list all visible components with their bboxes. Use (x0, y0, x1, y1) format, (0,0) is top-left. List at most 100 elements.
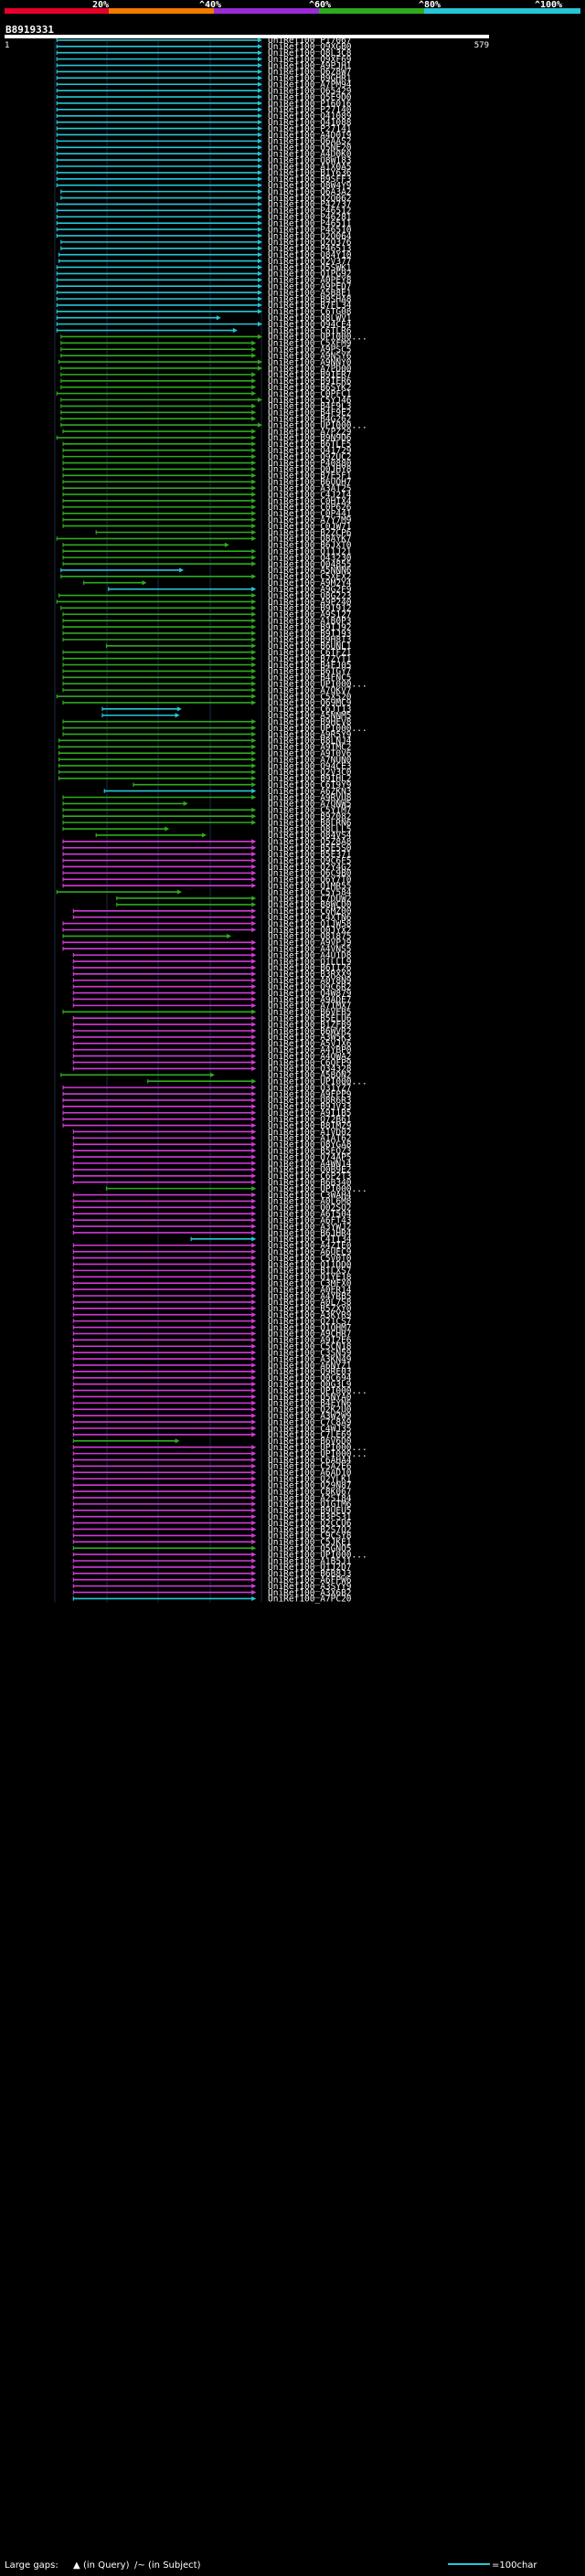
hit-label[interactable]: UniRef100_A1B0P3 (268, 616, 352, 626)
hit-label[interactable]: UniRef100_Q43230 (268, 553, 352, 563)
hit-label[interactable]: UniRef100_A2SI84 (268, 1493, 352, 1503)
hit-label[interactable]: UniRef100_B9UEU5 (268, 1506, 352, 1516)
hit-label[interactable]: UniRef100_UPI000... (268, 1443, 367, 1453)
hit-label[interactable]: UniRef100_A1AT62 (268, 1134, 352, 1144)
hit-label[interactable]: UniRef100_B9N9D6 (268, 433, 352, 443)
hit-label[interactable]: UniRef100_A5BQN2 (268, 1071, 352, 1081)
hit-label[interactable]: UniRef100_A9TMC2 (268, 743, 352, 753)
hit-label[interactable]: UniRef100_B6UNL1 (268, 641, 352, 652)
hit-label[interactable]: UniRef100_P16016 (268, 99, 352, 109)
hit-label[interactable]: UniRef100_C6QFP9 (268, 1058, 352, 1068)
hit-label[interactable]: UniRef100_B1LXS7 (268, 1267, 352, 1277)
hit-label[interactable]: UniRef100_Q5GNQ5 (268, 1544, 352, 1554)
hit-label[interactable]: UniRef100_B6V6D0 (268, 1436, 352, 1447)
hit-label[interactable]: UniRef100_C4XTN6 (268, 913, 352, 923)
hit-label[interactable]: UniRef100_B7ZYT1 (268, 654, 352, 664)
hit-label[interactable]: UniRef100_B6B340 (268, 1178, 352, 1188)
hit-label[interactable]: UniRef100_A4D0K0 (268, 149, 352, 159)
hit-label[interactable]: UniRef100_C4TI34 (268, 1235, 352, 1245)
hit-label[interactable]: UniRef100_Q4W879 (268, 989, 352, 999)
hit-label[interactable]: UniRef100_Q9XGB0 (268, 42, 352, 52)
hit-label[interactable]: UniRef100_Q41088 (268, 118, 352, 128)
hit-label[interactable]: UniRef100_B5ELU6 (268, 1013, 352, 1023)
hit-label[interactable]: UniRef100_C3SN59 (268, 1348, 352, 1358)
hit-label[interactable]: UniRef100_Q2K2U0 (268, 1405, 352, 1415)
hit-label[interactable]: UniRef100_A3KN49 (268, 1354, 352, 1364)
hit-label[interactable]: UniRef100_C6AHA4 (268, 1456, 352, 1466)
hit-label[interactable]: UniRef100_A6AD10 (268, 1468, 352, 1479)
hit-label[interactable]: UniRef100_B5ZXY0 (268, 1304, 352, 1314)
hit-label[interactable]: UniRef100_B6II26 (268, 963, 352, 973)
hit-label[interactable]: UniRef100_UPI000... (268, 680, 367, 690)
hit-label[interactable]: UniRef100_Q41089 (268, 111, 352, 122)
hit-label[interactable]: UniRef100_B8LNJ4 (268, 737, 352, 747)
hit-label[interactable]: UniRef100_Q1YE18 (268, 1273, 352, 1283)
hit-label[interactable]: UniRef100_B3RXX9 (268, 970, 352, 980)
hit-label[interactable]: UniRef100_P46512 (268, 207, 352, 217)
hit-label[interactable]: UniRef100_A4U1D8 (268, 950, 352, 960)
hit-label[interactable]: UniRef100_A5NNM5 (268, 711, 352, 721)
hit-label[interactable]: UniRef100_C3MFX0 (268, 1278, 352, 1288)
hit-label[interactable]: UniRef100_Q69MC9 (268, 698, 352, 708)
hit-label[interactable]: UniRef100_Q84VS4 (268, 831, 352, 841)
hit-label[interactable]: UniRef100_A9S127 (268, 610, 352, 620)
hit-label[interactable]: UniRef100_A9PJH1 (268, 61, 352, 71)
hit-label[interactable]: UniRef100_C5XEX2 (268, 572, 352, 582)
hit-label[interactable]: UniRef100_Q2V3C0 (268, 768, 352, 778)
hit-label[interactable]: UniRef100_P46511 (268, 218, 352, 228)
hit-label[interactable]: UniRef100_UPI000... (268, 1550, 367, 1560)
hit-label[interactable]: UniRef100_B4FJ05 (268, 661, 352, 671)
hit-label[interactable]: UniRef100_Q8G223 (268, 591, 352, 601)
hit-label[interactable]: UniRef100_Q31YZ7 (268, 1083, 352, 1093)
hit-label[interactable]: UniRef100_A9NSY6 (268, 351, 352, 361)
hit-label[interactable]: UniRef100_P42737 (268, 200, 352, 210)
hit-label[interactable]: UniRef100_Q1QHM7 (268, 1323, 352, 1333)
hit-label[interactable]: UniRef100_Q29N87 (268, 1480, 352, 1490)
hit-label[interactable]: UniRef100_B2S7Q2 (268, 1525, 352, 1535)
hit-label[interactable]: UniRef100_B8WCD0 (268, 900, 352, 910)
hit-label[interactable]: UniRef100_Q6AAS2 (268, 137, 352, 147)
hit-label[interactable]: UniRef100_A3W5K3 (268, 1033, 352, 1043)
hit-label[interactable]: UniRef100_Q11J21 (268, 547, 352, 557)
hit-label[interactable]: UniRef100_A0L7S8 (268, 1298, 352, 1308)
hit-label[interactable]: UniRef100_Q5E9D0 (268, 92, 352, 102)
hit-label[interactable]: UniRef100_Q8YGA8 (268, 1140, 352, 1150)
hit-label[interactable]: UniRef100_P27141 (268, 124, 352, 134)
hit-label[interactable]: UniRef100_C0PFC1 (268, 389, 352, 399)
hit-label[interactable]: UniRef100_UPI000... (268, 420, 367, 430)
hit-label[interactable]: UniRef100_B9I912 (268, 604, 352, 614)
hit-label[interactable]: UniRef100_UPI000... (268, 333, 367, 343)
hit-label[interactable]: UniRef100_A7PM94 (268, 80, 352, 90)
hit-label[interactable]: UniRef100_Q5NYA0 (268, 1393, 352, 1403)
hit-label[interactable]: UniRef100_Q9C6F5 (268, 856, 352, 866)
hit-label[interactable]: UniRef100_Q0JYX2 (268, 926, 352, 936)
hit-label[interactable]: UniRef100_A0PEY8 (268, 276, 352, 286)
hit-label[interactable]: UniRef100_B9HEV8 (268, 717, 352, 727)
hit-label[interactable]: UniRef100_A4D0I9 (268, 131, 352, 141)
hit-label[interactable]: UniRef100_Q0G3L9 (268, 1380, 352, 1390)
hit-label[interactable]: UniRef100_A4YRB5 (268, 1291, 352, 1301)
hit-label[interactable]: UniRef100_B9IJ93 (268, 629, 352, 639)
hit-label[interactable]: UniRef100_Q8AYK7 (268, 535, 352, 545)
hit-label[interactable]: UniRef100_A4YBP0 (268, 1045, 352, 1055)
hit-label[interactable]: UniRef100_Q2V377 (268, 257, 352, 267)
hit-label[interactable]: UniRef100_UPI000... (268, 724, 367, 734)
hit-label[interactable]: UniRef100_Q94CE4 (268, 320, 352, 330)
hit-label[interactable]: UniRef100_A3X6B2 (268, 1588, 352, 1598)
hit-label[interactable]: UniRef100_Q41729 (268, 446, 352, 456)
hit-label[interactable]: UniRef100_A9VPJ9 (268, 938, 352, 949)
hit-label[interactable]: UniRef100_P40880 (268, 459, 352, 469)
hit-label[interactable]: UniRef100_Q9ZUC2 (268, 452, 352, 462)
hit-label[interactable]: UniRef100_C7LE69 (268, 1430, 352, 1440)
hit-label[interactable]: UniRef100_B9SHA8 (268, 294, 352, 304)
hit-label[interactable]: UniRef100_A9I2E6 (268, 1336, 352, 1346)
hit-label[interactable]: UniRef100_P17067 (268, 36, 352, 46)
hit-label[interactable]: UniRef100_C6TFZ1 (268, 648, 352, 658)
hit-label[interactable]: UniRef100_A3SYY9 (268, 1582, 352, 1592)
hit-label[interactable]: UniRef100_A9CHR7 (268, 1330, 352, 1340)
hit-label[interactable]: UniRef100_B5E371 (268, 850, 352, 860)
hit-label[interactable]: UniRef100_B9GHR1 (268, 74, 352, 84)
hit-label[interactable]: UniRef100_Q8L3C8 (268, 48, 352, 58)
hit-label[interactable]: UniRef100_C6TLR6 (268, 326, 352, 336)
hit-label[interactable]: UniRef100_C6T9Y9 (268, 780, 352, 790)
